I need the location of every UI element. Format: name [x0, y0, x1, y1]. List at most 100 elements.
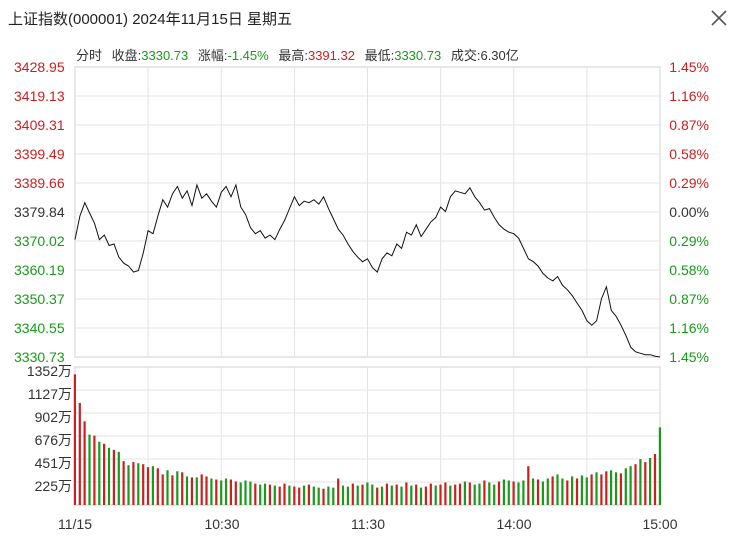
volume-bar [127, 465, 130, 505]
volume-bar [610, 470, 613, 505]
volume-bar [307, 484, 310, 505]
price-tick-label: 3350.37 [14, 291, 65, 307]
volume-bar [103, 443, 106, 505]
volume-bar [181, 472, 184, 505]
tab-intraday[interactable]: 分时 [76, 48, 103, 63]
percent-tick-label: 1.45% [669, 59, 709, 75]
volume-bar [317, 487, 320, 505]
volume-bar [468, 482, 471, 505]
price-tick-label: 3389.66 [14, 175, 65, 191]
volume-bar [98, 441, 101, 505]
volume-tick-label: 225万 [35, 478, 72, 494]
volume-bar [512, 481, 515, 505]
volume-bar [493, 484, 496, 505]
volume-bar [224, 478, 228, 505]
volume-bar [473, 484, 476, 505]
volume-bar [283, 483, 286, 505]
volume-bar [536, 479, 540, 505]
volume-bar [556, 474, 559, 505]
volume-bar [263, 483, 267, 505]
volume-bar [268, 484, 271, 505]
volume-bar [195, 477, 198, 505]
volume-bar [395, 484, 398, 505]
percent-tick-label: 0.00% [669, 204, 709, 220]
volume-bar [166, 470, 169, 505]
volume-bar [644, 462, 647, 505]
volume-bar [93, 435, 96, 505]
volume-bar [161, 474, 164, 505]
percent-tick-label: 0.29% [669, 175, 709, 191]
volume-bar [488, 482, 491, 505]
volume-bar [444, 482, 447, 505]
volume-bar [532, 478, 535, 505]
volume-bar [83, 421, 86, 505]
volume-bar [605, 471, 608, 505]
volume-bar [176, 471, 179, 505]
volume-bar [658, 427, 661, 505]
volume-bar [502, 479, 505, 505]
volume-bar [419, 487, 423, 505]
volume-bar [546, 478, 549, 505]
time-tick-label: 15:00 [642, 516, 677, 532]
volume-bar [483, 480, 486, 505]
price-tick-label: 3340.55 [14, 320, 65, 336]
volume-bar [400, 486, 403, 505]
high-label: 最高: [278, 48, 308, 63]
volume-tick-label: 1352万 [27, 363, 72, 379]
volume-bar [522, 480, 525, 505]
close-label: 收盘: [111, 48, 142, 63]
price-tick-label: 3399.49 [14, 146, 65, 162]
window-title: 上证指数(000001) 2024年11月15日 星期五 [8, 11, 293, 28]
percent-tick-label: 1.16% [669, 320, 709, 336]
volume-bar [624, 468, 627, 505]
volume-bar [507, 480, 510, 505]
price-tick-label: 3428.95 [14, 59, 65, 75]
volume-bar [185, 476, 189, 505]
change-value: -1.45% [227, 48, 269, 63]
percent-tick-label: 0.87% [669, 291, 709, 307]
close-icon[interactable] [709, 8, 729, 28]
volume-bar [463, 481, 466, 505]
volume-bar [458, 483, 462, 505]
volume-bar [244, 480, 247, 505]
volume-bar [220, 480, 223, 505]
volume-bar [371, 484, 374, 505]
volume-tick-label: 902万 [35, 409, 72, 425]
volume-bar [302, 485, 306, 505]
volume-bar [171, 475, 174, 505]
volume-bar [454, 484, 457, 505]
volume-bar [634, 464, 637, 505]
price-tick-label: 3409.31 [14, 117, 65, 133]
volume-bar [351, 483, 354, 505]
volume-bar [390, 485, 393, 505]
volume-bar [151, 466, 154, 505]
volume-bar [122, 461, 125, 505]
change-label: 涨幅: [197, 48, 228, 63]
volume-bar [580, 475, 583, 505]
volume-bar [497, 481, 501, 505]
volume-bar [341, 485, 345, 505]
volume-bar [600, 474, 603, 505]
percent-tick-label: 0.29% [669, 233, 709, 249]
volume-bar [405, 482, 408, 505]
volume-bar [132, 462, 135, 505]
volume-bar [541, 481, 544, 505]
volume-bar [73, 374, 76, 505]
volume-bar [566, 480, 569, 505]
volume-bar [200, 474, 203, 505]
volume-bar [619, 473, 622, 505]
price-tick-label: 3370.02 [14, 233, 65, 249]
volume-bar [649, 458, 652, 505]
volume-bar [332, 487, 335, 505]
volume-bar [156, 468, 159, 505]
volume-bar [254, 483, 257, 505]
price-tick-label: 3419.13 [14, 88, 65, 104]
volume-bar [273, 485, 276, 505]
volume-bar [78, 402, 81, 505]
volume-bar [551, 476, 554, 505]
close-value: 3330.73 [141, 48, 189, 63]
volume-bar [117, 451, 120, 505]
volume-bar [298, 487, 301, 505]
volume-bar [107, 447, 111, 505]
